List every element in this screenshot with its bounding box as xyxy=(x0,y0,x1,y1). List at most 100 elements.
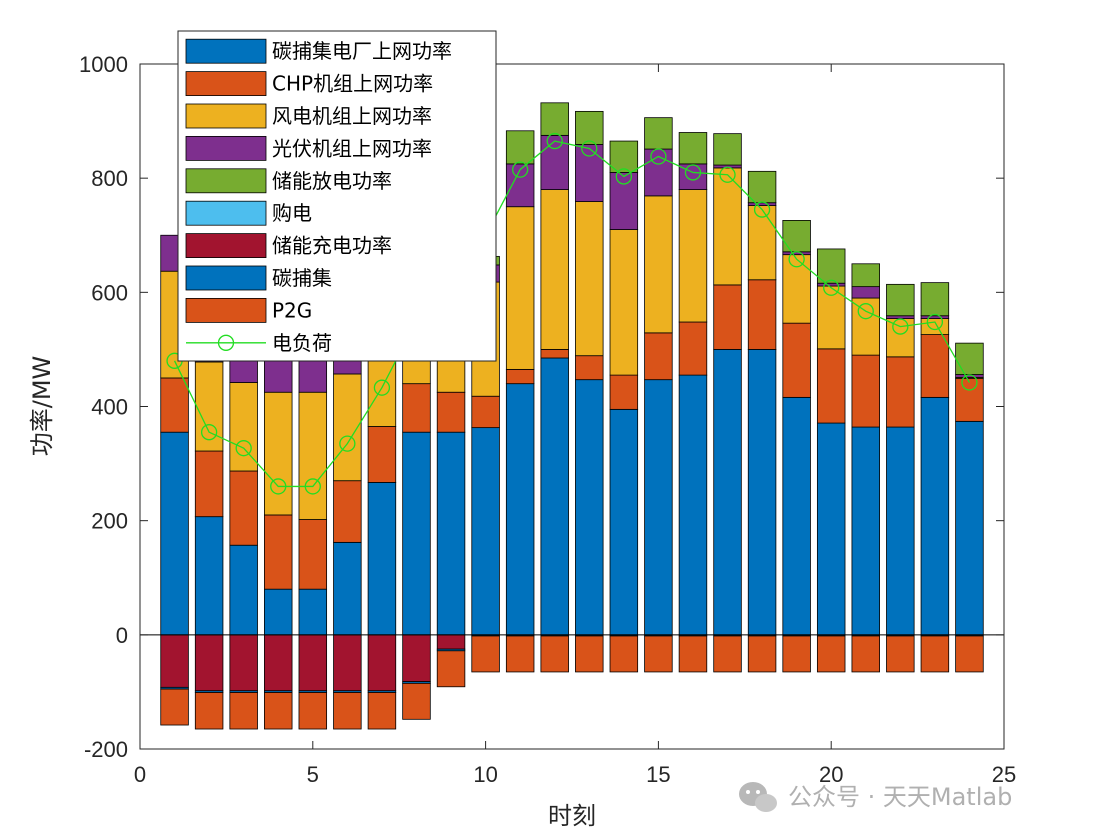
legend-label-3: 光伏机组上网功率 xyxy=(272,136,432,160)
bar-s0-22 xyxy=(886,426,915,636)
y-tick-label: 200 xyxy=(91,509,128,534)
bar-s4-18 xyxy=(747,170,777,204)
legend-label-4: 储能放电功率 xyxy=(272,169,392,193)
x-tick-label: 20 xyxy=(819,762,843,787)
load-point-24 xyxy=(961,374,978,391)
bar-s4-22 xyxy=(886,283,915,317)
bar-s2-19 xyxy=(782,254,811,324)
bar-s1-16 xyxy=(678,321,708,376)
bar-s1-7 xyxy=(367,426,397,483)
legend-swatch-1 xyxy=(185,71,267,96)
bar-s1-8 xyxy=(402,383,431,433)
bar-s1-3 xyxy=(229,470,258,546)
bar-s0-11 xyxy=(505,383,535,636)
bar-s3-21 xyxy=(851,286,880,299)
bar-s4-21 xyxy=(851,263,880,288)
x-tick-label: 0 xyxy=(134,762,146,787)
bar-s1-5 xyxy=(298,519,328,590)
legend-swatch-6 xyxy=(185,233,267,259)
bar-s0-4 xyxy=(264,588,293,636)
bar-s3-22 xyxy=(886,315,915,319)
load-point-15 xyxy=(650,148,667,165)
bar-s1-24 xyxy=(955,378,984,422)
bar-s1-9 xyxy=(436,391,466,433)
bar-s0-9 xyxy=(436,431,466,636)
legend-label-1: CHP机组上网功率 xyxy=(272,72,433,96)
bar-s4-23 xyxy=(920,282,950,317)
bar-s3-11 xyxy=(505,163,535,208)
bar-s0-5 xyxy=(298,588,328,636)
bar-s3-15 xyxy=(644,148,673,197)
bar-s6-4 xyxy=(264,634,293,692)
bar-s2-15 xyxy=(644,195,673,334)
bar-s8-5 xyxy=(298,692,328,730)
legend-swatch-4 xyxy=(185,168,267,194)
bar-s0-15 xyxy=(644,379,673,636)
bar-s1-18 xyxy=(747,279,777,350)
load-point-13 xyxy=(581,140,598,157)
y-tick-label: -200 xyxy=(84,737,128,762)
bar-s1-12 xyxy=(540,349,569,359)
bar-s3-14 xyxy=(609,172,639,230)
load-point-20 xyxy=(823,279,840,296)
bar-s0-17 xyxy=(713,349,742,636)
bar-s2-22 xyxy=(886,318,915,358)
wechat-icon xyxy=(739,782,777,812)
bar-s6-1 xyxy=(160,634,189,688)
bar-s8-24 xyxy=(955,635,984,673)
legend-label-7: 碳捕集 xyxy=(272,266,332,290)
x-tick-label: 10 xyxy=(473,762,497,787)
bar-s8-19 xyxy=(782,635,811,673)
legend-label-9: 电负荷 xyxy=(272,331,332,355)
bar-s4-24 xyxy=(955,342,984,375)
legend-swatch-0 xyxy=(185,38,267,64)
bar-s8-14 xyxy=(609,635,639,673)
bar-s4-20 xyxy=(816,248,846,284)
bar-s0-14 xyxy=(609,408,639,636)
bar-s8-1 xyxy=(160,688,189,726)
y-tick-label: 800 xyxy=(91,166,128,191)
bar-s6-6 xyxy=(333,634,362,692)
bar-s0-8 xyxy=(402,431,431,636)
bar-s0-21 xyxy=(851,426,880,636)
bar-s0-7 xyxy=(367,482,397,636)
bar-s2-5 xyxy=(298,391,328,520)
bar-s4-11 xyxy=(505,130,535,165)
bar-s8-3 xyxy=(229,692,258,730)
bar-s8-17 xyxy=(713,635,742,673)
load-line-group xyxy=(166,132,978,495)
bar-s3-13 xyxy=(575,144,604,202)
bars-group xyxy=(160,102,984,730)
bar-s1-15 xyxy=(644,332,673,381)
bar-s8-21 xyxy=(851,635,880,673)
bar-s8-13 xyxy=(575,635,604,673)
bar-s8-15 xyxy=(644,635,673,673)
bar-s0-24 xyxy=(955,420,984,636)
bar-s1-13 xyxy=(575,355,604,381)
bar-s6-8 xyxy=(402,634,431,683)
bar-s0-3 xyxy=(229,544,258,636)
bar-s1-17 xyxy=(713,284,742,350)
bar-s8-10 xyxy=(471,635,500,673)
load-point-5 xyxy=(304,478,321,495)
load-point-19 xyxy=(788,251,805,268)
bar-s4-15 xyxy=(644,117,673,150)
x-tick-label: 25 xyxy=(992,762,1016,787)
bar-s1-10 xyxy=(471,395,500,429)
load-point-6 xyxy=(339,435,356,452)
bar-s8-9 xyxy=(436,650,466,688)
bar-s8-22 xyxy=(886,635,915,673)
load-point-14 xyxy=(615,168,632,185)
bar-s1-1 xyxy=(160,377,189,433)
legend-label-2: 风电机组上网功率 xyxy=(272,104,432,128)
bar-s6-3 xyxy=(229,634,258,692)
bar-s2-14 xyxy=(609,229,639,376)
bar-s8-20 xyxy=(816,635,846,673)
bar-s1-4 xyxy=(264,514,293,590)
bar-s1-6 xyxy=(333,480,362,543)
bar-s2-13 xyxy=(575,201,604,357)
load-point-23 xyxy=(926,313,944,331)
bar-s2-23 xyxy=(920,318,950,335)
bar-s2-6 xyxy=(333,373,362,482)
